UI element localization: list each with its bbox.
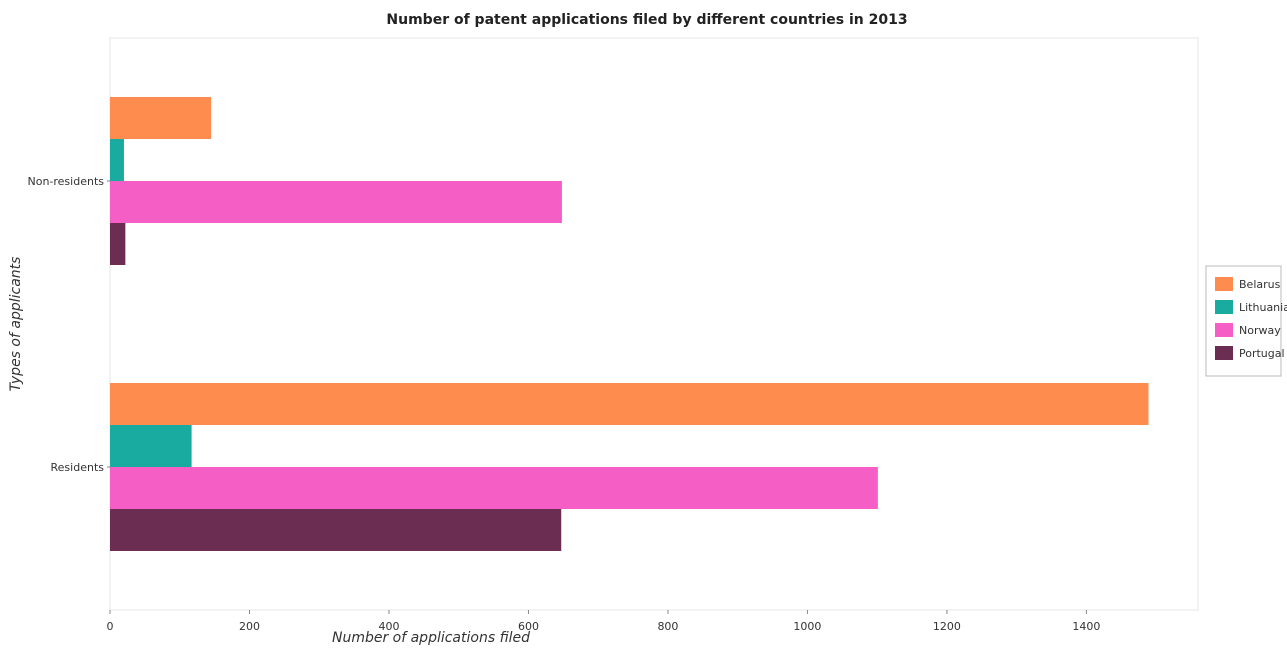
x-tick-label: 400: [378, 620, 399, 633]
bar-portugal-residents: [110, 509, 562, 551]
bars-layer: [110, 97, 1149, 551]
bar-lithuania-non-residents: [110, 139, 124, 181]
legend-swatch-belarus: [1215, 277, 1233, 291]
bar-belarus-non-residents: [110, 97, 212, 139]
legend-label-belarus: Belarus: [1239, 278, 1281, 291]
bar-norway-non-residents: [110, 181, 562, 223]
legend-label-portugal: Portugal: [1239, 347, 1285, 360]
y-tick-label: Residents: [51, 461, 105, 474]
x-tick-label: 1000: [793, 620, 821, 633]
legend-swatch-norway: [1215, 323, 1233, 337]
x-tick-label: 800: [657, 620, 678, 633]
bar-norway-residents: [110, 467, 878, 509]
bar-lithuania-residents: [110, 425, 192, 467]
x-tick-label: 600: [518, 620, 539, 633]
x-tick-label: 1200: [933, 620, 961, 633]
bar-portugal-non-residents: [110, 223, 126, 265]
x-tick-label: 200: [239, 620, 260, 633]
axis-layer: Non-residents Residents 0 200 400 600 800 1000 1…: [27, 175, 1100, 633]
x-tick-label: 1400: [1072, 620, 1100, 633]
chart-title: Number of patent applications filed by d…: [386, 12, 907, 28]
legend: Belarus Lithuania Norway Portugal: [1205, 265, 1287, 377]
legend-label-lithuania: Lithuania: [1239, 301, 1287, 314]
legend-swatch-portugal: [1215, 346, 1233, 360]
x-axis-label: Number of applications filed: [332, 630, 530, 646]
y-tick-label: Non-residents: [27, 175, 104, 188]
bar-belarus-residents: [110, 383, 1149, 425]
x-tick-label: 0: [107, 620, 114, 633]
legend-label-norway: Norway: [1239, 324, 1281, 337]
y-axis-label: Types of applicants: [8, 257, 24, 392]
legend-swatch-lithuania: [1215, 300, 1233, 314]
